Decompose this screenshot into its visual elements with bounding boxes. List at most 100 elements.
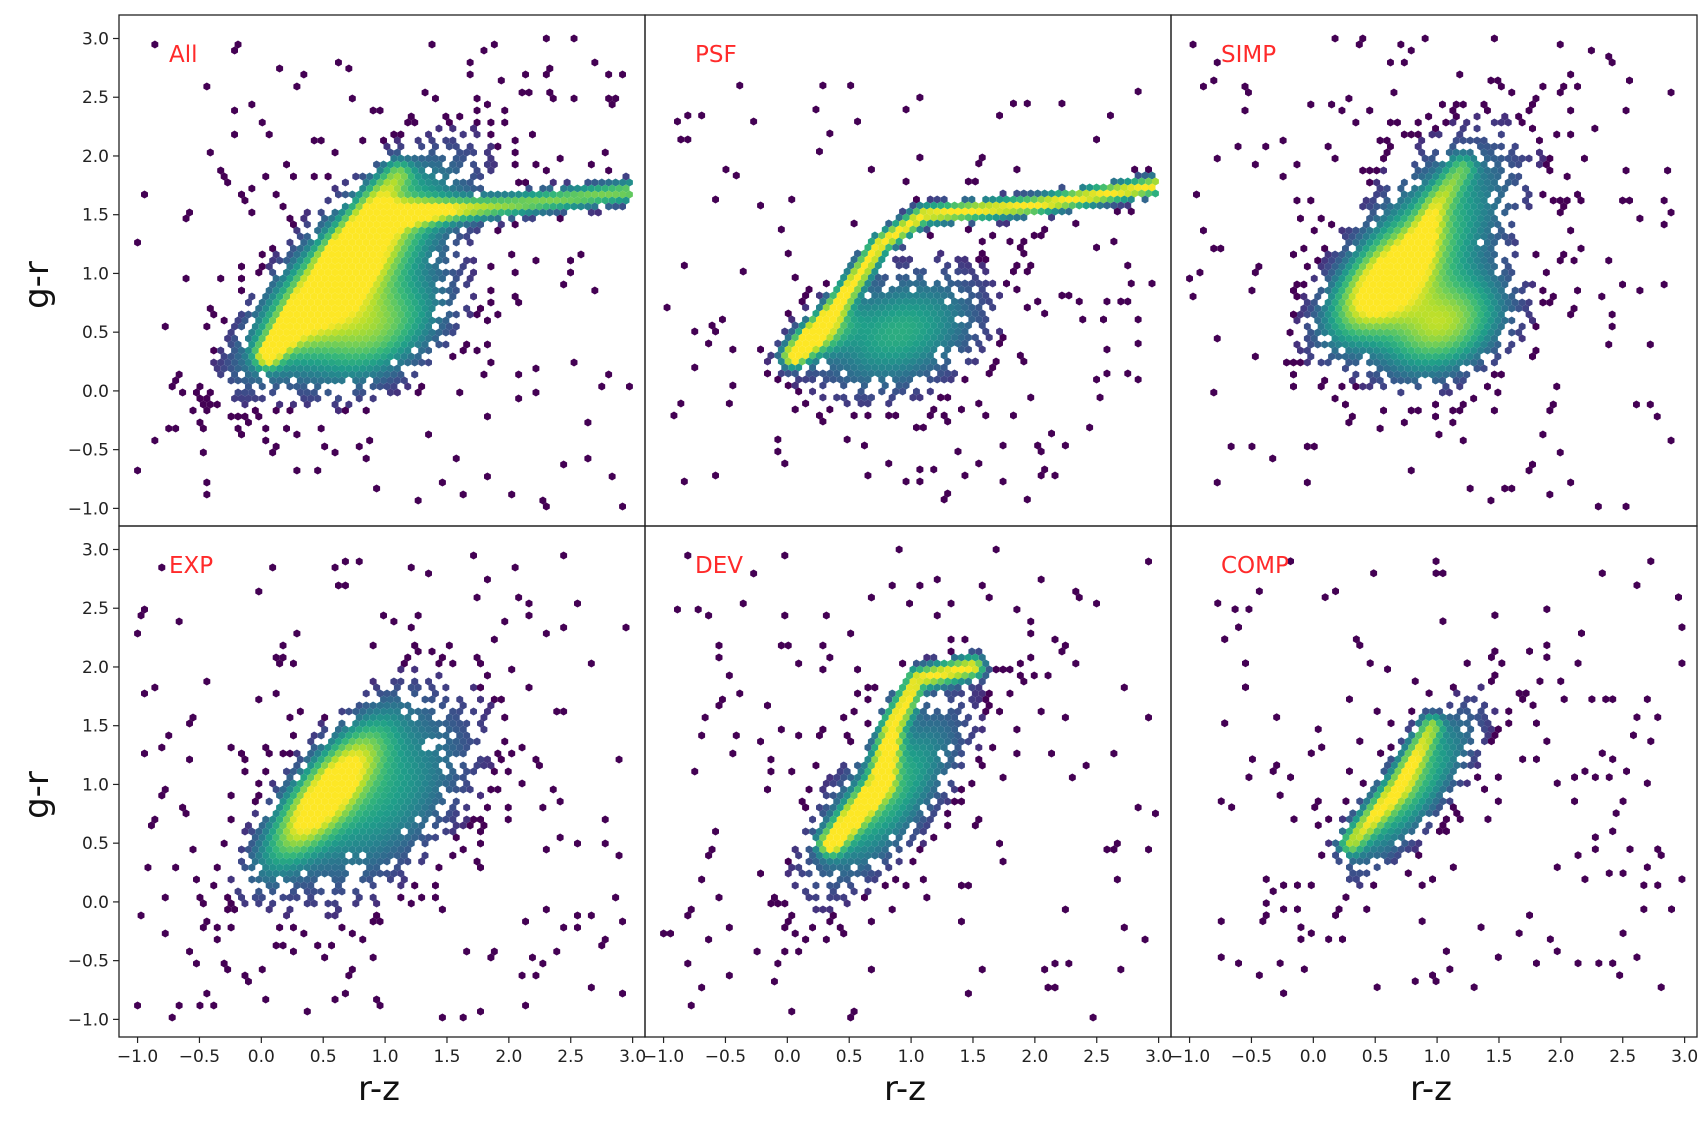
hexbin-cell: [895, 761, 903, 770]
hexbin-cell: [1452, 220, 1460, 229]
hexbin-cell: [850, 779, 858, 788]
hexbin-cell: [1567, 478, 1575, 487]
hexbin-cell: [542, 34, 550, 43]
hexbin-cell: [1369, 268, 1377, 277]
hexbin-cell: [854, 761, 861, 770]
hexbin-cell: [951, 725, 958, 734]
hexbin-cell: [255, 268, 263, 277]
hexbin-cell: [999, 857, 1007, 866]
hexbin-cell: [352, 304, 360, 313]
hexbin-cell: [480, 370, 488, 379]
hexbin-cell: [725, 399, 733, 408]
hexbin-cell: [258, 869, 266, 878]
hexbin-cell: [393, 220, 401, 229]
hexbin-cell: [1456, 406, 1464, 415]
hexbin-cell: [895, 237, 903, 246]
hexbin-cell: [989, 743, 997, 752]
hexbin-cell: [366, 839, 374, 848]
hexbin-cell: [698, 875, 706, 884]
hexbin-cell: [958, 297, 965, 306]
hexbin-cell: [1456, 370, 1464, 379]
hexbin-cell: [1352, 358, 1360, 367]
hexbin-cell: [390, 154, 398, 163]
hexbin-cell: [307, 809, 315, 818]
hexbin-cell: [1376, 328, 1384, 337]
hexbin-cell: [888, 237, 896, 246]
hexbin-cell: [1525, 190, 1533, 199]
hexbin-cell: [861, 297, 868, 306]
hexbin-cell: [892, 387, 900, 396]
hexbin-cell: [1404, 364, 1412, 373]
hexbin-cell: [338, 851, 346, 860]
hexbin-cell: [1152, 189, 1159, 198]
hexbin-cell: [425, 797, 432, 806]
hexbin-cell: [414, 256, 422, 265]
hexbin-cell: [843, 315, 851, 324]
hexbin-cell: [864, 339, 872, 348]
hexbin-cell: [324, 244, 332, 253]
hexbin-cell: [587, 184, 595, 193]
hexbin-cell: [355, 298, 363, 307]
hexbin-cell: [864, 815, 872, 824]
hexbin-cell: [906, 779, 913, 788]
hexbin-cell: [913, 327, 920, 336]
hexbin-cell: [951, 761, 958, 770]
hexbin-cell: [1622, 106, 1630, 115]
hexbin-cell: [470, 256, 477, 265]
hexbin-cell: [414, 611, 422, 620]
hexbin-cell: [958, 345, 965, 354]
hexbin-cell: [380, 755, 387, 764]
hexbin-cell: [947, 303, 955, 312]
hexbin-cell: [438, 773, 446, 782]
hexbin-cell: [425, 154, 432, 163]
hexbin-cell: [1293, 292, 1301, 301]
hexbin-cell: [1307, 328, 1315, 337]
hexbin-cell: [899, 755, 907, 764]
hexbin-cell: [1328, 352, 1336, 361]
hexbin-cell: [387, 160, 394, 169]
hexbin-cell: [1449, 262, 1457, 271]
hexbin-cell: [203, 82, 211, 91]
hexbin-cell: [906, 303, 913, 312]
hexbin-cell: [958, 665, 965, 674]
hexbin-cell: [1501, 316, 1509, 325]
hexbin-cell: [203, 490, 211, 499]
hexbin-cell: [134, 466, 141, 475]
hexbin-cell: [238, 749, 245, 758]
hexbin-cell: [1352, 238, 1360, 247]
hexbin-cell: [397, 725, 405, 734]
hexbin-cell: [134, 629, 141, 638]
hexbin-cell: [286, 713, 294, 722]
hexbin-cell: [1393, 322, 1401, 331]
hexbin-cell: [1407, 130, 1415, 139]
hexbin-cell: [836, 767, 844, 776]
hexbin-cell: [1307, 100, 1315, 109]
hexbin-cell: [795, 387, 803, 396]
hexbin-cell: [362, 701, 370, 710]
hexbin-cell: [383, 809, 391, 818]
hexbin-cell: [805, 785, 813, 794]
hexbin-cell: [501, 202, 509, 211]
hexbin-cell: [930, 785, 938, 794]
hexbin-cell: [1407, 262, 1415, 271]
hexbin-cell: [1473, 316, 1481, 325]
hexbin-cell: [1529, 352, 1536, 361]
hexbin-cell: [407, 316, 415, 325]
hexbin-cell: [1030, 207, 1038, 216]
hexbin-cell: [556, 190, 564, 199]
hexbin-cell: [1355, 232, 1363, 241]
hexbin-cell: [1414, 130, 1422, 139]
hexbin-cell: [1456, 322, 1464, 331]
hexbin-cell: [428, 803, 436, 812]
hexbin-cell: [522, 202, 529, 211]
hexbin-cell: [473, 166, 481, 175]
hexbin-cell: [310, 316, 318, 325]
hexbin-cell: [1290, 250, 1297, 259]
hexbin-cell: [850, 327, 858, 336]
hexbin-cell: [321, 322, 329, 331]
hexbin-cell: [861, 309, 868, 318]
hexbin-cell: [321, 833, 329, 842]
hexbin-cell: [847, 81, 855, 90]
hexbin-cell: [400, 232, 408, 241]
hexbin-cell: [574, 923, 581, 932]
